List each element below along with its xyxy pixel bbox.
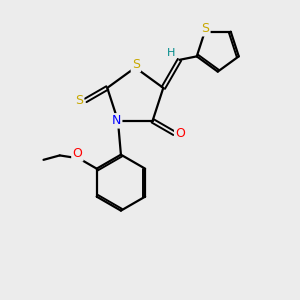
Text: O: O [175,127,185,140]
Text: N: N [112,114,121,127]
Text: S: S [132,58,140,71]
Text: S: S [201,22,209,35]
Text: H: H [167,48,176,59]
Text: O: O [72,147,82,161]
Text: S: S [75,94,83,107]
